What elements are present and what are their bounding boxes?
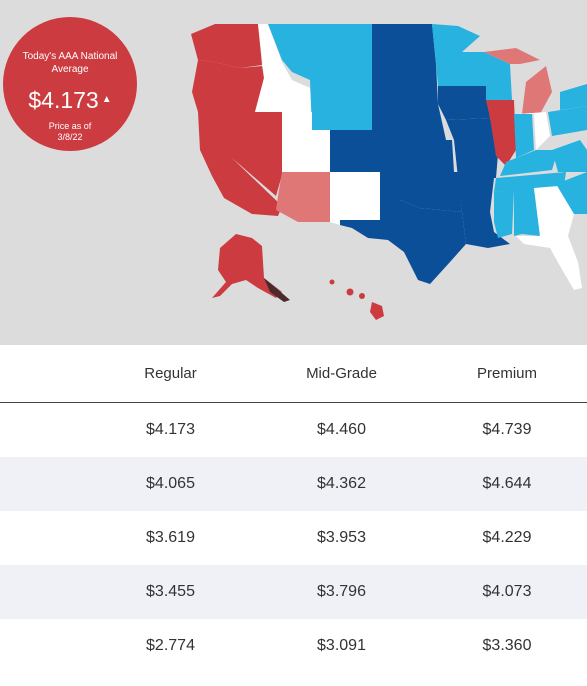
state-arizona[interactable] [276,172,330,222]
state-washington[interactable] [191,24,262,68]
row-period [0,403,85,458]
state-michigan[interactable] [522,66,552,114]
row-period [0,511,85,565]
state-missouri[interactable] [446,118,498,178]
regular-price: $3.455 [85,565,256,619]
mid-grade-price: $3.953 [317,529,366,546]
badge-title: Today's AAA National Average [22,51,118,75]
state-texas[interactable] [340,182,466,284]
state-wyoming[interactable] [310,80,372,130]
table-row: $4.173 $4.460 $4.739 [0,403,587,458]
state-new-mexico[interactable] [330,172,380,225]
state-alaska-panhandle[interactable] [264,278,290,302]
premium-price: $4.739 [482,421,532,438]
regular-price: $4.065 [85,457,256,511]
up-triangle-icon: ▲ [101,93,112,105]
state-georgia[interactable] [534,186,574,236]
table-header-row: Regular Mid-Grade Premium [0,345,587,403]
state-carolinas[interactable] [556,172,587,214]
table-row: $3.619 $3.953 $4.229 [0,511,587,565]
state-ohio[interactable] [518,112,550,150]
premium-price: $3.360 [482,637,532,654]
state-nevada[interactable] [232,112,282,196]
state-kansas[interactable] [390,140,454,172]
state-wisconsin[interactable] [462,52,512,100]
premium-price: $4.644 [427,457,587,511]
state-alaska[interactable] [212,234,282,298]
state-nebraska[interactable] [372,104,446,140]
state-new-york[interactable] [560,84,587,110]
price-table-area: Regular Mid-Grade Premium $4.173 $4.460 … [0,345,587,686]
table-row: $4.065 $4.362 $4.644 [0,457,587,511]
state-hawaii-island-2 [346,288,354,296]
state-arkansas[interactable] [458,178,494,212]
row-period [0,565,85,619]
mid-grade-price: $4.362 [256,457,427,511]
header-regular: Regular [85,345,256,403]
state-florida[interactable] [516,236,582,290]
national-average-badge[interactable]: Today's AAA National Average $4.173 ▲ Pri… [3,17,137,151]
badge-as-of-date: 3/8/22 [57,132,83,142]
state-pennsylvania[interactable] [548,106,587,136]
state-montana[interactable] [268,24,372,80]
state-iowa[interactable] [438,86,490,120]
state-minnesota[interactable] [432,24,480,86]
header-premium: Premium [427,345,587,403]
badge-price-value: $4.173 [28,87,99,113]
row-period [0,457,85,511]
state-kentucky[interactable] [500,150,558,176]
state-california[interactable] [198,112,282,216]
mid-grade-price: $3.796 [256,565,427,619]
us-states-map[interactable] [0,0,587,345]
regular-price: $3.619 [146,529,195,546]
badge-as-of-label: Price as of [48,121,92,131]
regular-price: $4.173 [146,421,195,438]
state-south-dakota[interactable] [372,64,438,104]
regular-price: $2.774 [146,637,195,654]
state-hawaii[interactable] [370,302,384,320]
state-alabama[interactable] [514,188,540,236]
table-row: $3.455 $3.796 $4.073 [0,565,587,619]
row-period [0,619,85,673]
mid-grade-price: $4.460 [317,421,366,438]
state-illinois[interactable] [486,100,516,166]
state-north-dakota[interactable] [372,24,436,64]
mid-grade-price: $3.091 [317,637,366,654]
state-colorado[interactable] [330,130,390,172]
state-louisiana[interactable] [462,212,510,248]
state-idaho[interactable] [255,24,312,112]
header-period [0,345,85,403]
badge-price: $4.173 ▲ [3,87,137,115]
price-table: Regular Mid-Grade Premium $4.173 $4.460 … [0,345,587,673]
badge-as-of: Price as of 3/8/22 [3,121,137,143]
state-oregon[interactable] [192,60,264,112]
state-oklahoma[interactable] [380,172,462,212]
us-gas-price-map-panel: Today's AAA National Average $4.173 ▲ Pri… [0,0,587,345]
state-indiana[interactable] [514,114,534,158]
table-row: $2.774 $3.091 $3.360 [0,619,587,673]
state-hawaii-island-3 [359,293,365,299]
header-mid-grade: Mid-Grade [256,345,427,403]
state-mississippi[interactable] [494,190,514,238]
premium-price: $4.073 [427,565,587,619]
state-utah[interactable] [282,112,330,172]
state-hawaii-island-1 [329,279,335,285]
state-virginia[interactable] [552,140,587,172]
premium-price: $4.229 [482,529,532,546]
state-michigan-upper[interactable] [484,48,540,64]
